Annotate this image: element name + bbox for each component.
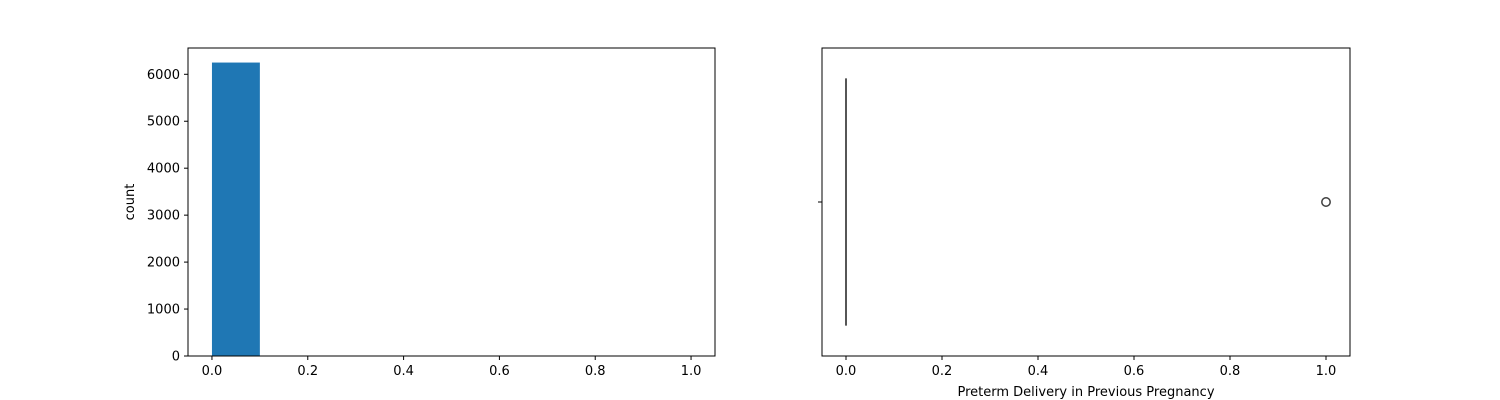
histogram-y-tick-label: 1000 xyxy=(147,303,180,318)
histogram-y-ticks: 0 1000 2000 3000 4000 5000 6000 xyxy=(147,68,188,365)
histogram-x-tick-label: 0.6 xyxy=(489,364,510,379)
histogram-y-tick-label: 5000 xyxy=(147,115,180,130)
histogram-panel: 0.0 0.2 0.4 0.6 0.8 1.0 0 1000 2000 3000 4000 5000… xyxy=(123,47,716,379)
histogram-axes-frame xyxy=(187,47,716,357)
boxplot-x-tick-label: 0.8 xyxy=(1220,364,1241,379)
histogram-y-tick-label: 6000 xyxy=(147,68,180,83)
histogram-y-tick-label: 4000 xyxy=(147,162,180,177)
histogram-y-axis-title: count xyxy=(123,184,138,221)
boxplot-x-tick-label: 1.0 xyxy=(1316,364,1337,379)
histogram-x-tick-label: 1.0 xyxy=(681,364,702,379)
boxplot-x-tick-label: 0.2 xyxy=(932,364,953,379)
boxplot-x-tick-label: 0.4 xyxy=(1028,364,1049,379)
histogram-x-tick-label: 0.0 xyxy=(202,364,223,379)
boxplot-x-tick-label: 0.6 xyxy=(1124,364,1145,379)
boxplot-panel: 0.0 0.2 0.4 0.6 0.8 1.0 Preterm Delivery in P… xyxy=(818,47,1351,400)
histogram-y-tick-label: 0 xyxy=(172,350,180,365)
histogram-bars xyxy=(211,62,692,357)
histogram-x-tick-label: 0.2 xyxy=(297,364,318,379)
histogram-x-tick-label: 0.4 xyxy=(393,364,414,379)
boxplot-marks xyxy=(845,78,1331,326)
histogram-y-tick-label: 2000 xyxy=(147,256,180,271)
histogram-x-tick-label: 0.8 xyxy=(585,364,606,379)
histogram-y-tick-label: 3000 xyxy=(147,209,180,224)
histogram-x-ticks: 0.0 0.2 0.4 0.6 0.8 1.0 xyxy=(202,356,702,379)
boxplot-outlier xyxy=(1321,197,1331,207)
boxplot-x-axis-title: Preterm Delivery in Previous Pregnancy xyxy=(957,385,1214,400)
histogram-bar xyxy=(211,62,260,357)
boxplot-x-tick-label: 0.0 xyxy=(836,364,857,379)
boxplot-x-ticks: 0.0 0.2 0.4 0.6 0.8 1.0 xyxy=(836,356,1337,379)
